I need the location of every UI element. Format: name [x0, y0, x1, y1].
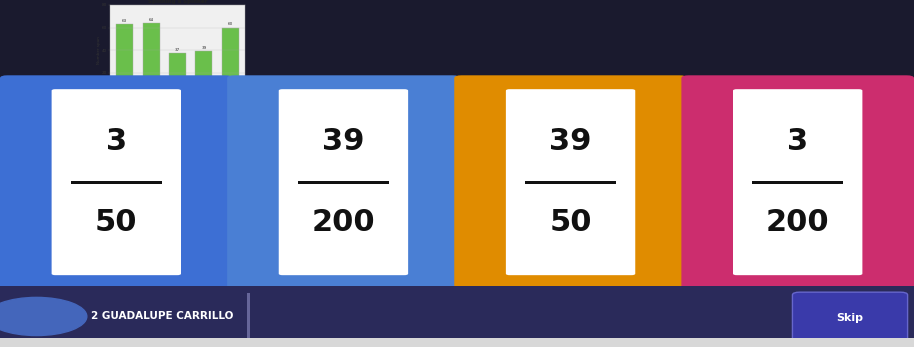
Text: 39: 39 [549, 127, 591, 156]
Bar [196, 51, 212, 95]
Text: 63: 63 [122, 19, 127, 23]
Text: the: the [373, 165, 407, 180]
Text: 200: 200 [766, 208, 830, 237]
Title: Spinning a Spinner: Spinning a Spinner [148, 0, 207, 4]
Text: 200: 200 [312, 208, 376, 237]
Text: ?: ? [770, 165, 779, 180]
Text: 200: 200 [739, 90, 771, 105]
Text: of landing on a: of landing on a [620, 165, 759, 180]
Text: 3: 3 [106, 127, 127, 156]
Text: experimental probability: experimental probability [407, 165, 620, 180]
Text: 3: 3 [787, 127, 808, 156]
Text: 50: 50 [549, 208, 591, 237]
Bar [116, 24, 133, 95]
Bar [169, 53, 186, 95]
Text: times. What is: times. What is [771, 90, 900, 105]
Text: 64: 64 [149, 18, 154, 22]
Text: 39: 39 [323, 127, 365, 156]
Text: 39: 39 [201, 46, 207, 50]
Y-axis label: Number spun: Number spun [97, 36, 101, 64]
Text: 3: 3 [759, 165, 770, 180]
Text: 2 GUADALUPE CARRILLO: 2 GUADALUPE CARRILLO [91, 312, 234, 321]
Text: Skip: Skip [836, 313, 864, 322]
Text: 37: 37 [175, 48, 180, 52]
Text: 50: 50 [95, 208, 137, 237]
Bar [222, 27, 239, 95]
Text: The bar graph shows the results of spinning the spinner: The bar graph shows the results of spinn… [251, 90, 739, 105]
Bar [143, 23, 160, 95]
Text: 60: 60 [228, 22, 233, 26]
